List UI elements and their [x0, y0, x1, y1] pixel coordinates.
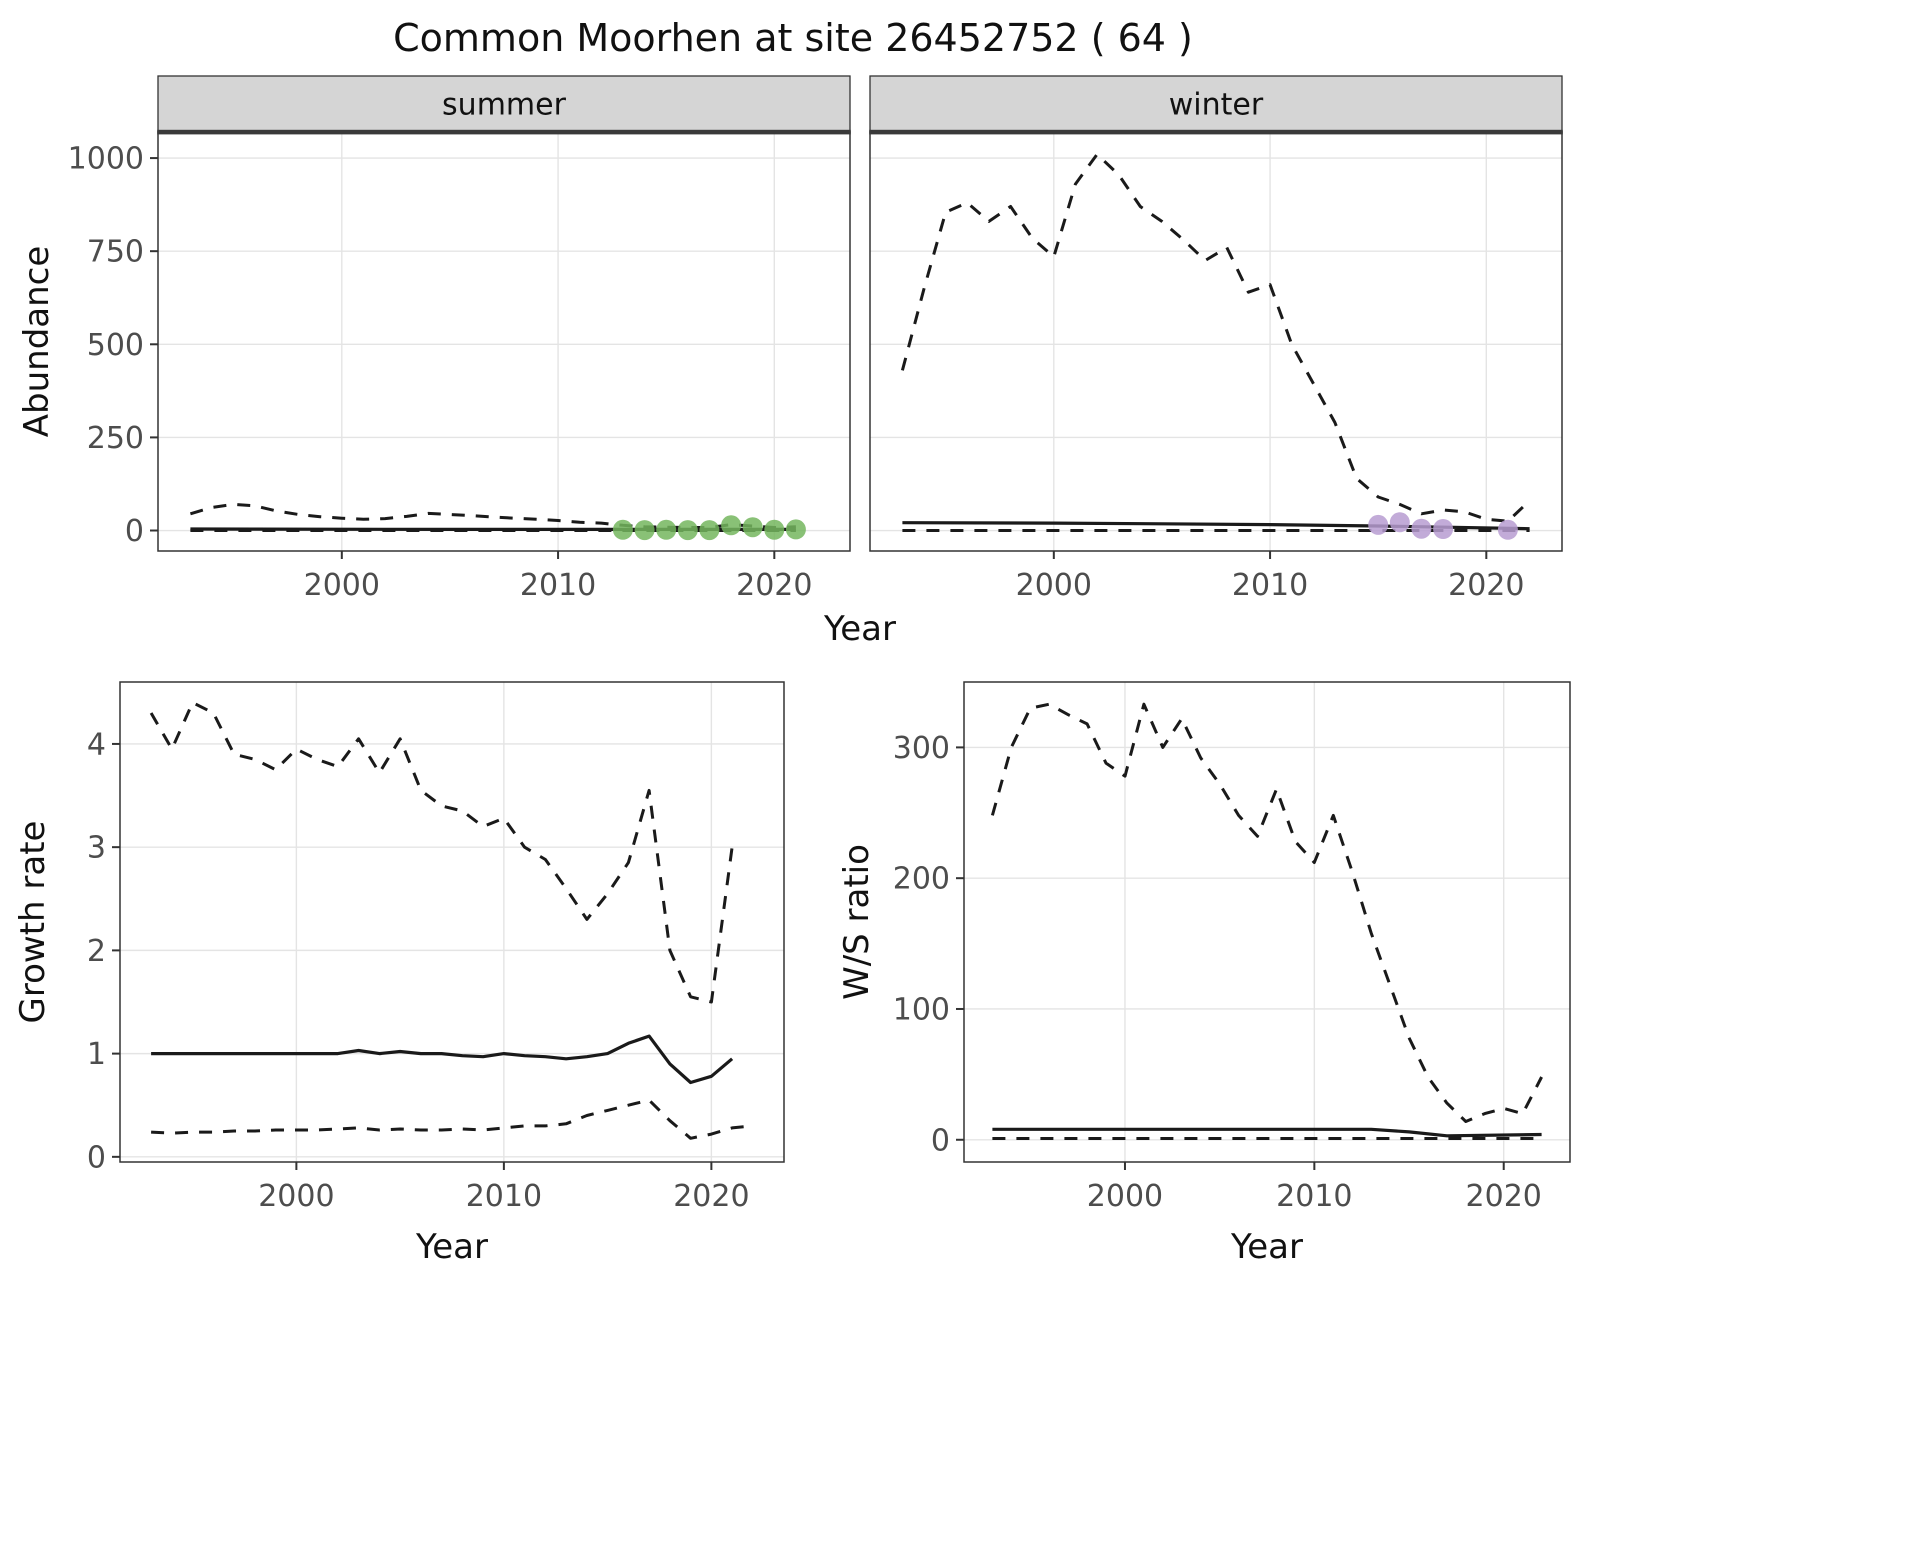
observation-point [656, 519, 677, 540]
strip-underline [869, 129, 1563, 135]
y-axis-title: W/S ratio [837, 844, 877, 1000]
observation-point [764, 519, 785, 540]
y-tick-label: 1000 [68, 142, 144, 177]
y-axis-title: Growth rate [13, 821, 53, 1024]
observation-point [742, 517, 763, 538]
y-tick-label: 200 [893, 862, 950, 897]
observation-point [1389, 512, 1410, 533]
x-tick-label: 2010 [1276, 1179, 1352, 1214]
panel-border [157, 131, 851, 552]
observation-point [785, 519, 806, 540]
lower-ci-line [151, 1098, 754, 1140]
observation-point [677, 520, 698, 541]
y-tick-label: 300 [893, 731, 950, 766]
y-tick-label: 0 [125, 514, 144, 549]
x-axis-title: Year [415, 1227, 488, 1267]
y-tick-label: 750 [87, 235, 144, 270]
facet-strip-label: summer [442, 88, 567, 123]
observation-point [1433, 519, 1454, 539]
y-tick-label: 1 [87, 1037, 106, 1072]
y-tick-label: 3 [87, 831, 106, 866]
observation-point [1497, 519, 1518, 540]
x-tick-label: 2000 [1016, 568, 1092, 603]
y-tick-label: 2 [87, 934, 106, 969]
gridlines [158, 132, 850, 551]
chart-title: Common Moorhen at site 26452752 ( 64 ) [393, 16, 1193, 60]
panel-border [963, 681, 1571, 1163]
gridlines [870, 132, 1562, 551]
strip-underline [157, 129, 851, 135]
observation-point [721, 515, 742, 536]
panel-border [119, 681, 785, 1163]
ws-svg: 2000 2010 2020 0 100 200 300 Year W/S ratio [837, 681, 1571, 1267]
observation-point [634, 520, 655, 541]
gridlines [964, 682, 1570, 1162]
bottom-row: 2000 2010 2020 0 1 2 3 4 Year Growth rate 2000 201… [8, 664, 1912, 1274]
y-tick-label: 0 [931, 1123, 950, 1158]
winter-upper-ci-line [900, 152, 1531, 523]
facet-strip [157, 75, 851, 133]
y-axis-title: Abundance [17, 246, 57, 438]
x-tick-label: 2000 [1087, 1179, 1163, 1214]
upper-ci-line [149, 701, 734, 1004]
x-tick-label: 2000 [258, 1179, 334, 1214]
x-tick-label: 2010 [466, 1179, 542, 1214]
y-tick-label: 100 [893, 992, 950, 1027]
abundance-svg: summer 2000 2010 2020 0 250 500 750 1000 winter 20… [17, 75, 1563, 649]
gridlines [120, 682, 784, 1162]
x-tick-label: 2000 [304, 568, 380, 603]
x-tick-label: 2020 [1448, 568, 1524, 603]
growth-svg: 2000 2010 2020 0 1 2 3 4 Year Growth rate [13, 681, 785, 1267]
facet-strip-label: winter [1169, 88, 1264, 123]
x-tick-label: 2020 [673, 1179, 749, 1214]
y-tick-label: 0 [87, 1140, 106, 1175]
x-tick-label: 2020 [1466, 1179, 1542, 1214]
ws-ratio-chart: 2000 2010 2020 0 100 200 300 Year W/S ratio [828, 664, 1588, 1274]
upper-ci-line [990, 702, 1543, 1123]
estimate-line [151, 1034, 734, 1085]
y-tick-label: 250 [87, 421, 144, 456]
y-tick-label: 4 [87, 727, 106, 762]
observation-point [612, 519, 633, 540]
estimate-line [992, 1127, 1542, 1138]
x-tick-label: 2020 [736, 568, 812, 603]
plot-page: Common Moorhen at site 26452752 ( 64 ) s… [8, 16, 1912, 1274]
x-axis-title: Year [1230, 1227, 1303, 1267]
abundance-chart: summer 2000 2010 2020 0 250 500 750 1000 winter 20… [8, 66, 1912, 656]
panel-border [869, 131, 1563, 552]
x-axis-title: Year [823, 609, 896, 649]
growth-rate-chart: 2000 2010 2020 0 1 2 3 4 Year Growth rate [8, 664, 798, 1274]
observation-point [699, 520, 720, 541]
observation-point [1368, 514, 1389, 535]
observation-point [1411, 518, 1432, 539]
y-tick-label: 500 [87, 328, 144, 363]
x-tick-label: 2010 [1232, 568, 1308, 603]
x-tick-label: 2010 [520, 568, 596, 603]
